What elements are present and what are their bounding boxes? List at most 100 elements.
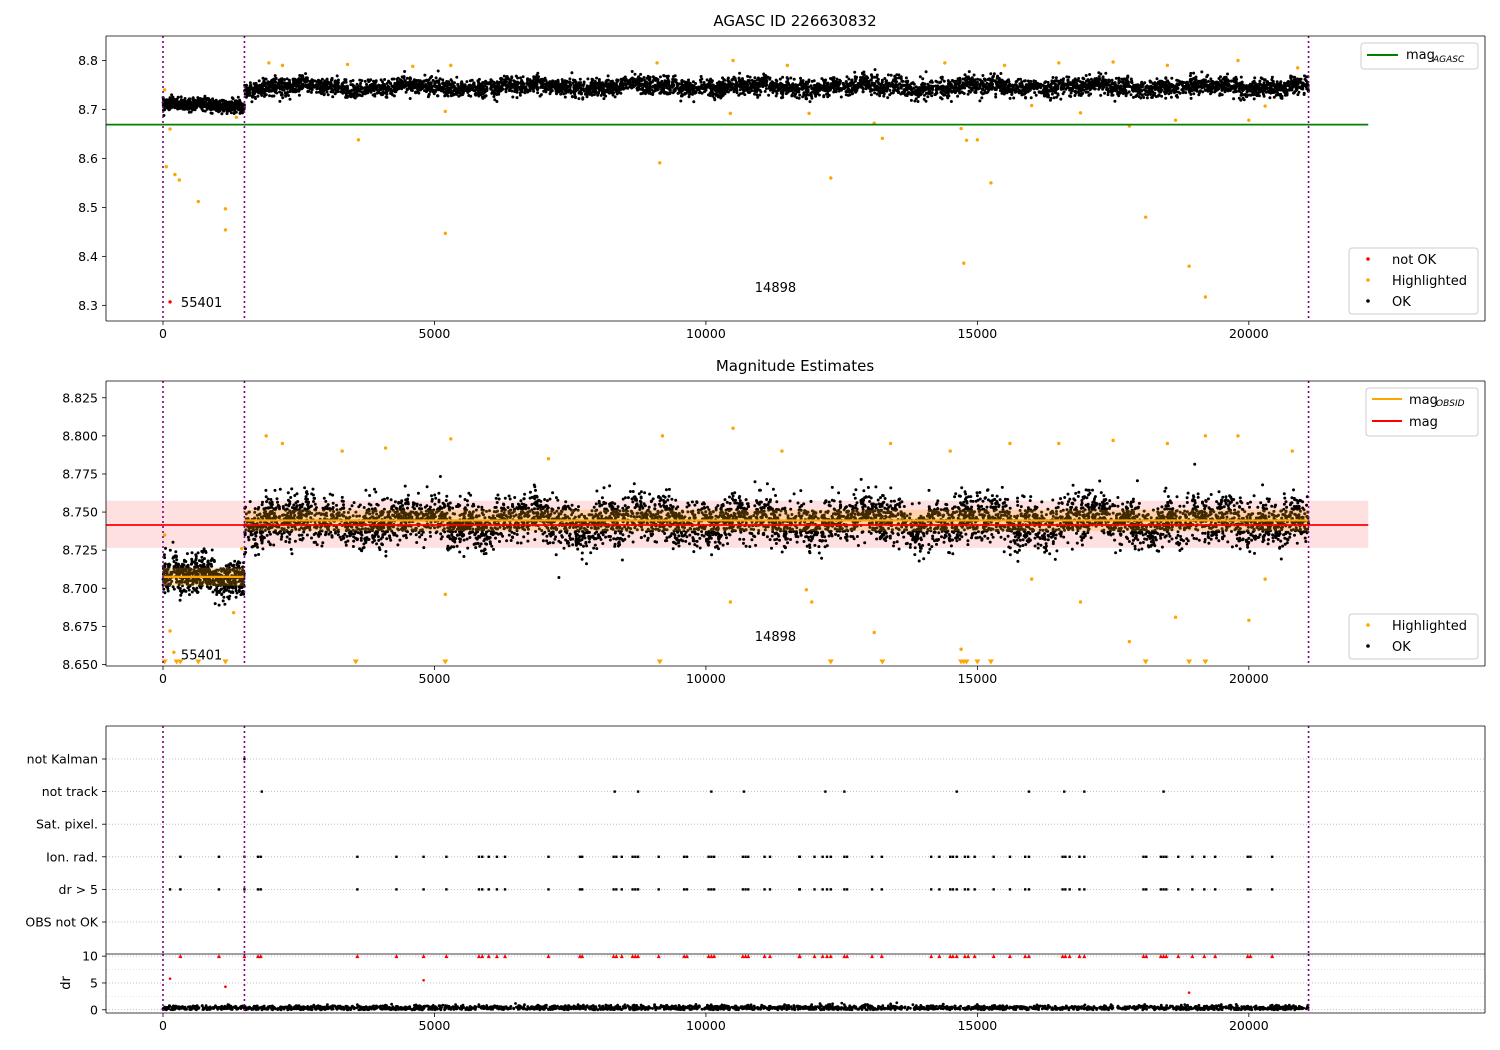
ok-point: [1106, 93, 1110, 97]
ok-point: [854, 79, 857, 83]
ok-point: [414, 90, 418, 94]
ok-point: [248, 81, 252, 85]
ok-point: [560, 78, 564, 82]
ok-point: [355, 90, 359, 93]
ok-point: [965, 75, 969, 79]
ok-point: [191, 96, 195, 100]
ok-point: [1262, 81, 1266, 85]
ok-point: [441, 81, 445, 85]
ok-point: [748, 75, 752, 79]
ok-point: [1287, 88, 1291, 92]
ok-point: [1192, 92, 1196, 96]
ok-point: [563, 95, 567, 99]
ok-point: [926, 95, 930, 99]
ok-point: [1129, 93, 1133, 97]
ok-point: [193, 108, 197, 112]
ok-point: [996, 74, 999, 78]
ok-point: [1289, 76, 1293, 80]
ok-point: [753, 81, 757, 85]
ok-point: [1271, 91, 1275, 95]
ok-point: [325, 90, 329, 94]
ok-point: [360, 94, 364, 98]
ok-point: [520, 86, 523, 90]
ok-point: [878, 94, 882, 98]
ok-point: [492, 95, 496, 99]
ok-point: [638, 78, 641, 82]
ok-point: [359, 81, 363, 85]
ok-point: [245, 91, 249, 95]
ok-point: [460, 80, 464, 84]
ok-point: [1087, 80, 1091, 84]
ok-point: [1101, 76, 1105, 80]
ok-point: [386, 80, 390, 84]
ok-point: [205, 103, 209, 107]
ok-point: [510, 89, 514, 93]
ok-point: [974, 90, 977, 93]
ok-point: [1189, 96, 1193, 100]
ok-point: [477, 77, 481, 81]
ok-point: [903, 90, 907, 93]
ok-point: [897, 73, 901, 77]
ok-point: [1219, 85, 1223, 89]
ok-point: [258, 83, 262, 87]
ok-point: [1032, 79, 1036, 83]
ok-point: [367, 79, 371, 83]
ok-point: [642, 76, 646, 79]
ok-point: [1110, 78, 1114, 82]
ok-point: [309, 90, 313, 94]
ok-point: [731, 77, 735, 81]
ok-point: [212, 99, 216, 103]
ok-point: [246, 93, 250, 97]
ok-point: [218, 99, 222, 103]
ok-point: [807, 78, 811, 82]
ok-point: [333, 80, 337, 84]
ok-point: [198, 102, 202, 106]
ok-point: [742, 90, 746, 93]
ok-point: [1266, 80, 1270, 84]
ok-point: [298, 85, 302, 89]
ok-point: [326, 93, 330, 97]
ok-point: [1047, 89, 1051, 93]
ok-point: [297, 93, 301, 97]
ok-point: [916, 100, 920, 103]
ok-point: [737, 76, 741, 80]
ok-point: [630, 86, 634, 90]
ok-point: [303, 77, 307, 81]
ok-point: [1241, 96, 1245, 100]
ok-point: [209, 105, 213, 109]
ok-point: [948, 89, 952, 93]
ok-point: [573, 92, 577, 96]
ok-point: [923, 93, 926, 97]
ok-point: [1290, 79, 1294, 83]
ok-point: [861, 90, 865, 94]
ok-point: [1093, 87, 1097, 91]
ok-point: [798, 93, 802, 97]
ok-point: [1297, 85, 1301, 89]
ok-point: [1104, 71, 1108, 75]
ok-point: [168, 100, 172, 104]
ok-point: [898, 82, 902, 86]
ok-point: [1111, 89, 1115, 93]
ok-point: [1024, 96, 1027, 99]
ok-point: [273, 77, 277, 81]
ok-point: [619, 77, 623, 81]
ok-point: [753, 76, 757, 80]
ok-point: [813, 83, 817, 87]
ok-point: [1050, 92, 1054, 96]
ok-point: [687, 95, 691, 99]
ok-point: [1205, 75, 1209, 79]
ok-point: [218, 104, 222, 107]
ok-point: [1059, 78, 1063, 82]
ok-point: [199, 105, 203, 108]
ok-point: [808, 100, 812, 104]
ok-point: [365, 82, 368, 86]
ok-point: [590, 91, 593, 95]
ok-point: [557, 90, 561, 94]
ok-point: [410, 81, 414, 85]
ok-point: [1124, 94, 1128, 98]
ok-point: [630, 76, 634, 80]
ok-point: [268, 94, 272, 98]
ok-point: [670, 84, 674, 88]
ok-point: [336, 83, 340, 87]
